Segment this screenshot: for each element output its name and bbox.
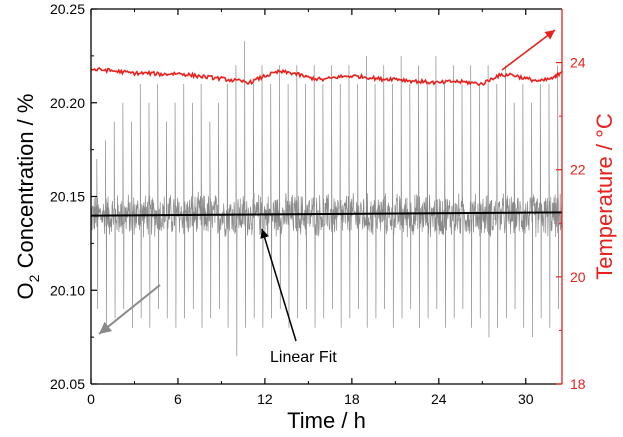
o2-axis-arrow bbox=[98, 284, 161, 335]
y-right-axis-title: Temperature / °C bbox=[592, 113, 617, 280]
x-tick-label: 24 bbox=[431, 391, 447, 407]
y-left-tick-label: 20.20 bbox=[50, 95, 85, 111]
y-left-tick-label: 20.15 bbox=[50, 189, 85, 205]
temperature-series bbox=[90, 67, 563, 87]
y-right-tick-label: 18 bbox=[570, 376, 586, 392]
o2-concentration-line bbox=[90, 40, 563, 356]
y-right-tick-label: 22 bbox=[570, 162, 586, 178]
linear-fit-arrow bbox=[260, 228, 297, 342]
temperature-axis-arrow bbox=[501, 29, 556, 71]
temperature-line bbox=[90, 67, 563, 87]
linear-fit-line bbox=[90, 211, 563, 217]
x-tick-label: 18 bbox=[344, 391, 360, 407]
y-right-tick-label: 20 bbox=[570, 269, 586, 285]
y-left-tick-label: 20.05 bbox=[50, 376, 85, 392]
x-tick-label: 6 bbox=[174, 391, 182, 407]
y-right-tick-label: 24 bbox=[570, 55, 586, 71]
x-axis-title: Time / h bbox=[287, 408, 366, 433]
axes: 0 6 12 18 24 30 20.05 20.10 20.15 20.20 20.25 18 20 2… bbox=[13, 1, 617, 433]
o2-concentration-series bbox=[90, 40, 563, 356]
y-left-tick-label: 20.10 bbox=[50, 282, 85, 298]
y-left-title-rest: Concentration / % bbox=[13, 94, 38, 275]
linear-fit-series bbox=[90, 211, 563, 217]
y-left-title-subscript: 2 bbox=[26, 274, 42, 282]
linear-fit-label: Linear Fit bbox=[270, 349, 337, 366]
y-left-tick-label: 20.25 bbox=[50, 1, 85, 17]
y-left-axis-title: O2 Concentration / % bbox=[13, 94, 42, 300]
x-tick-label: 0 bbox=[87, 391, 95, 407]
x-tick-label: 12 bbox=[257, 391, 273, 407]
y-left-title-main: O bbox=[13, 282, 38, 299]
annotations: Linear Fit bbox=[98, 29, 556, 366]
x-tick-label: 30 bbox=[518, 391, 534, 407]
